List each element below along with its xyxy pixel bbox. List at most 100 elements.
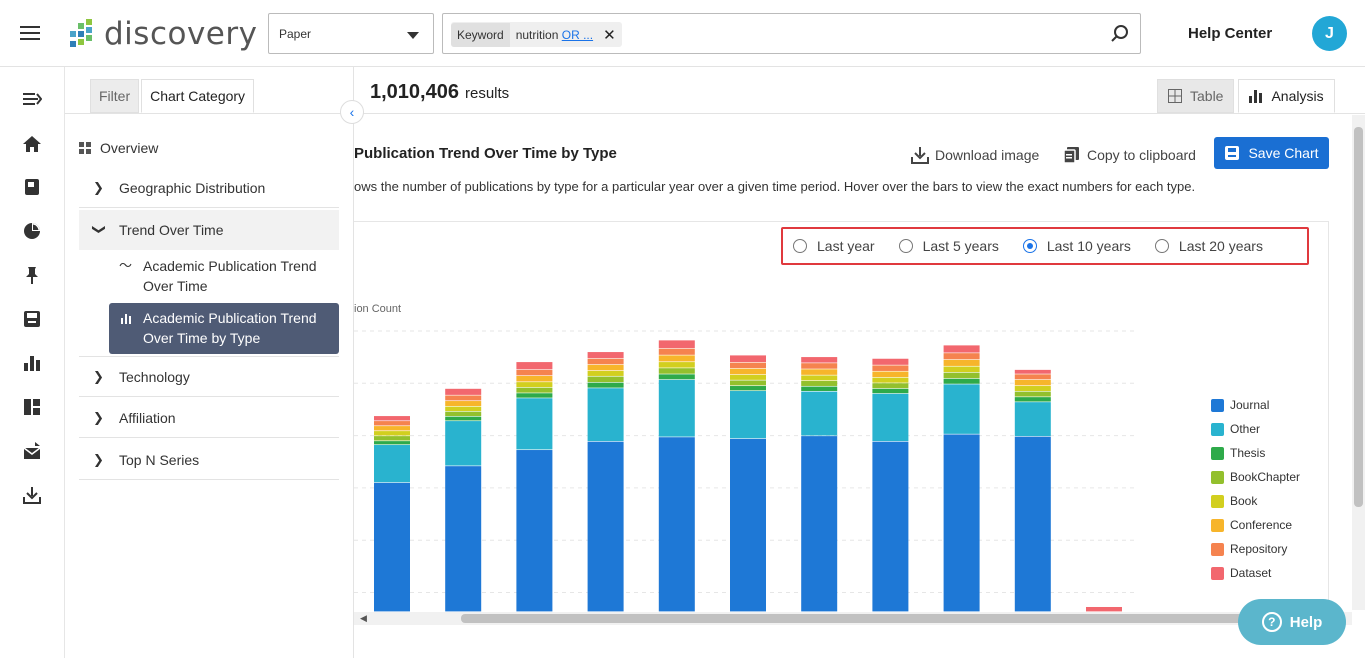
legend-item-conference[interactable]: Conference xyxy=(1211,513,1300,537)
bar-segment-book[interactable] xyxy=(872,378,908,383)
bar-segment-book[interactable] xyxy=(801,375,837,380)
legend-item-dataset[interactable]: Dataset xyxy=(1211,561,1300,585)
tab-table[interactable]: Table xyxy=(1157,79,1234,113)
bar-segment-other[interactable] xyxy=(516,398,552,449)
bar-segment-book[interactable] xyxy=(374,431,410,435)
bar-segment-dataset[interactable] xyxy=(374,416,410,420)
radio-last-year[interactable] xyxy=(793,239,807,253)
bar-segment-repository[interactable] xyxy=(516,370,552,376)
tab-chart-category[interactable]: Chart Category xyxy=(141,79,254,113)
bar-segment-journal[interactable] xyxy=(516,450,552,611)
bar-chart-icon[interactable] xyxy=(22,353,42,373)
bar-segment-thesis[interactable] xyxy=(445,417,481,421)
bar-segment-conference[interactable] xyxy=(516,376,552,382)
bar-segment-book[interactable] xyxy=(445,407,481,411)
keyword-chip[interactable]: Keyword nutrition OR ... ✕ xyxy=(451,22,622,47)
bar-segment-thesis[interactable] xyxy=(374,441,410,444)
bar-segment-thesis[interactable] xyxy=(944,379,980,384)
bar-segment-dataset[interactable] xyxy=(516,362,552,369)
bar-segment-repository[interactable] xyxy=(801,363,837,369)
bar-segment-bookchapter[interactable] xyxy=(516,388,552,393)
bar-segment-bookchapter[interactable] xyxy=(659,368,695,374)
tab-analysis[interactable]: Analysis xyxy=(1238,79,1334,113)
home-icon[interactable] xyxy=(22,134,42,154)
bar-segment-bookchapter[interactable] xyxy=(374,436,410,440)
bar-segment-journal[interactable] xyxy=(659,437,695,611)
bar-segment-thesis[interactable] xyxy=(1015,397,1051,401)
bar-segment-thesis[interactable] xyxy=(801,387,837,391)
legend-item-thesis[interactable]: Thesis xyxy=(1211,441,1300,465)
bar-segment-other[interactable] xyxy=(588,388,624,441)
bar-segment-dataset[interactable] xyxy=(588,352,624,358)
bar-segment-conference[interactable] xyxy=(588,365,624,371)
radio-last-5-years[interactable] xyxy=(899,239,913,253)
search-icon[interactable] xyxy=(1110,24,1130,44)
bar-segment-journal[interactable] xyxy=(730,439,766,612)
bar-segment-other[interactable] xyxy=(1015,402,1051,436)
bar-segment-bookchapter[interactable] xyxy=(1015,392,1051,397)
radio-last-10-years[interactable] xyxy=(1023,239,1037,253)
bar-segment-conference[interactable] xyxy=(659,355,695,361)
scroll-left-icon[interactable]: ◀ xyxy=(360,612,367,625)
bar-segment-conference[interactable] xyxy=(445,401,481,406)
nav-technology[interactable]: ❯Technology xyxy=(79,356,339,397)
bar-segment-repository[interactable] xyxy=(588,359,624,365)
nav-trend-over-time[interactable]: ❯Trend Over Time xyxy=(79,210,339,250)
type-select[interactable]: Paper xyxy=(268,13,434,54)
bar-segment-bookchapter[interactable] xyxy=(730,380,766,385)
help-button[interactable]: ? Help xyxy=(1238,599,1346,645)
bar-segment-dataset[interactable] xyxy=(1086,607,1122,611)
avatar[interactable]: J xyxy=(1312,16,1347,51)
legend-item-repository[interactable]: Repository xyxy=(1211,537,1300,561)
bar-segment-repository[interactable] xyxy=(872,365,908,371)
radio-last-20-years[interactable] xyxy=(1155,239,1169,253)
bar-segment-book[interactable] xyxy=(588,371,624,376)
bar-segment-thesis[interactable] xyxy=(659,374,695,379)
bar-segment-thesis[interactable] xyxy=(872,389,908,393)
mail-icon[interactable] xyxy=(22,441,42,461)
bar-segment-conference[interactable] xyxy=(730,369,766,375)
nav-sub-publication-trend[interactable]: 〜 Academic Publication Trend Over Time xyxy=(109,256,339,296)
bar-segment-dataset[interactable] xyxy=(445,389,481,395)
bar-segment-book[interactable] xyxy=(516,382,552,387)
menu-icon[interactable] xyxy=(18,22,42,46)
bar-segment-book[interactable] xyxy=(659,362,695,368)
bar-segment-dataset[interactable] xyxy=(944,345,980,352)
scrollbar-thumb[interactable] xyxy=(1354,127,1363,507)
bar-segment-thesis[interactable] xyxy=(516,393,552,397)
bar-segment-other[interactable] xyxy=(659,380,695,437)
pin-icon[interactable] xyxy=(22,265,42,285)
help-center-link[interactable]: Help Center xyxy=(1188,25,1272,42)
bar-segment-other[interactable] xyxy=(445,421,481,465)
legend-item-journal[interactable]: Journal xyxy=(1211,393,1300,417)
range-last-20-years[interactable]: Last 20 years xyxy=(1155,238,1263,254)
bar-segment-dataset[interactable] xyxy=(872,359,908,365)
bar-segment-journal[interactable] xyxy=(872,442,908,612)
expand-menu-icon[interactable] xyxy=(22,89,42,109)
bar-segment-bookchapter[interactable] xyxy=(944,373,980,379)
horizontal-scrollbar[interactable]: ◀ xyxy=(354,612,1352,625)
bar-segment-conference[interactable] xyxy=(1015,380,1051,386)
legend-item-other[interactable]: Other xyxy=(1211,417,1300,441)
nav-sub-publication-trend-by-type[interactable]: Academic Publication Trend Over Time by … xyxy=(109,303,339,354)
nav-affiliation[interactable]: ❯Affiliation xyxy=(79,398,339,438)
bar-segment-repository[interactable] xyxy=(730,363,766,369)
bar-segment-journal[interactable] xyxy=(374,483,410,612)
bar-segment-other[interactable] xyxy=(730,391,766,438)
bar-segment-dataset[interactable] xyxy=(801,357,837,363)
close-icon[interactable]: ✕ xyxy=(603,26,616,44)
bar-segment-bookchapter[interactable] xyxy=(872,383,908,388)
book-icon[interactable] xyxy=(22,177,42,197)
nav-geographic-distribution[interactable]: ❯Geographic Distribution xyxy=(79,168,339,208)
vertical-scrollbar[interactable] xyxy=(1352,115,1365,610)
legend-item-book[interactable]: Book xyxy=(1211,489,1300,513)
chip-more-link[interactable]: OR ... xyxy=(562,28,593,42)
range-last-5-years[interactable]: Last 5 years xyxy=(899,238,999,254)
bar-segment-repository[interactable] xyxy=(659,349,695,355)
bar-segment-dataset[interactable] xyxy=(1015,370,1051,374)
bar-segment-bookchapter[interactable] xyxy=(588,377,624,383)
bar-segment-journal[interactable] xyxy=(588,442,624,612)
logo[interactable]: discovery xyxy=(68,14,257,54)
nav-top-n-series[interactable]: ❯Top N Series xyxy=(79,440,339,480)
tab-filter[interactable]: Filter xyxy=(90,79,139,113)
